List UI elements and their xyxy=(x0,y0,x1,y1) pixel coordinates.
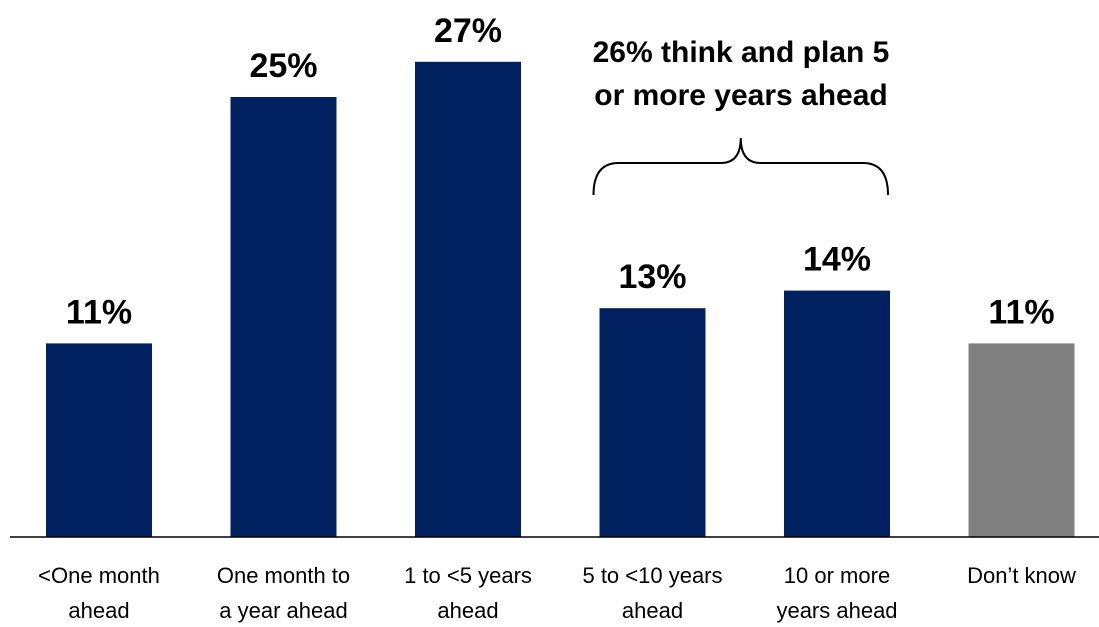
category-label-0-line-0: <One month xyxy=(38,563,160,588)
category-label-5-line-0: Don’t know xyxy=(967,563,1076,588)
category-labels-group: <One month ahead One month to a year ahead 1… xyxy=(38,563,1076,623)
category-label-3-line-1: ahead xyxy=(622,598,683,623)
bar-1 xyxy=(230,97,337,537)
bar-0 xyxy=(46,343,152,537)
category-label-1-line-0: One month to xyxy=(217,563,350,588)
value-label-5: 11% xyxy=(988,293,1054,331)
category-label-2-line-0: 1 to <5 years xyxy=(404,563,532,588)
annotation-line-2: or more years ahead xyxy=(594,79,887,112)
value-label-2: 27% xyxy=(434,12,502,50)
bars-group xyxy=(46,61,1075,538)
annotation-brace xyxy=(592,137,889,196)
value-label-4: 14% xyxy=(803,241,871,279)
bar-5 xyxy=(968,343,1075,537)
bar-4 xyxy=(784,290,890,537)
annotation-line-1: 26% think and plan 5 xyxy=(593,36,890,69)
category-label-2-line-1: ahead xyxy=(437,598,498,623)
category-label-4-line-0: 10 or more xyxy=(784,563,890,588)
category-label-4-line-1: years ahead xyxy=(776,598,897,623)
value-labels-group: 11% 25% 27% 13% 14% 11% xyxy=(66,12,1055,332)
category-label-1-line-1: a year ahead xyxy=(219,598,347,623)
bar-3 xyxy=(599,308,706,537)
value-label-3: 13% xyxy=(618,258,686,296)
bar-2 xyxy=(415,61,521,538)
value-label-1: 25% xyxy=(249,47,317,85)
value-label-0: 11% xyxy=(66,293,132,331)
category-label-0-line-1: ahead xyxy=(68,598,129,623)
category-label-3-line-0: 5 to <10 years xyxy=(582,563,722,588)
